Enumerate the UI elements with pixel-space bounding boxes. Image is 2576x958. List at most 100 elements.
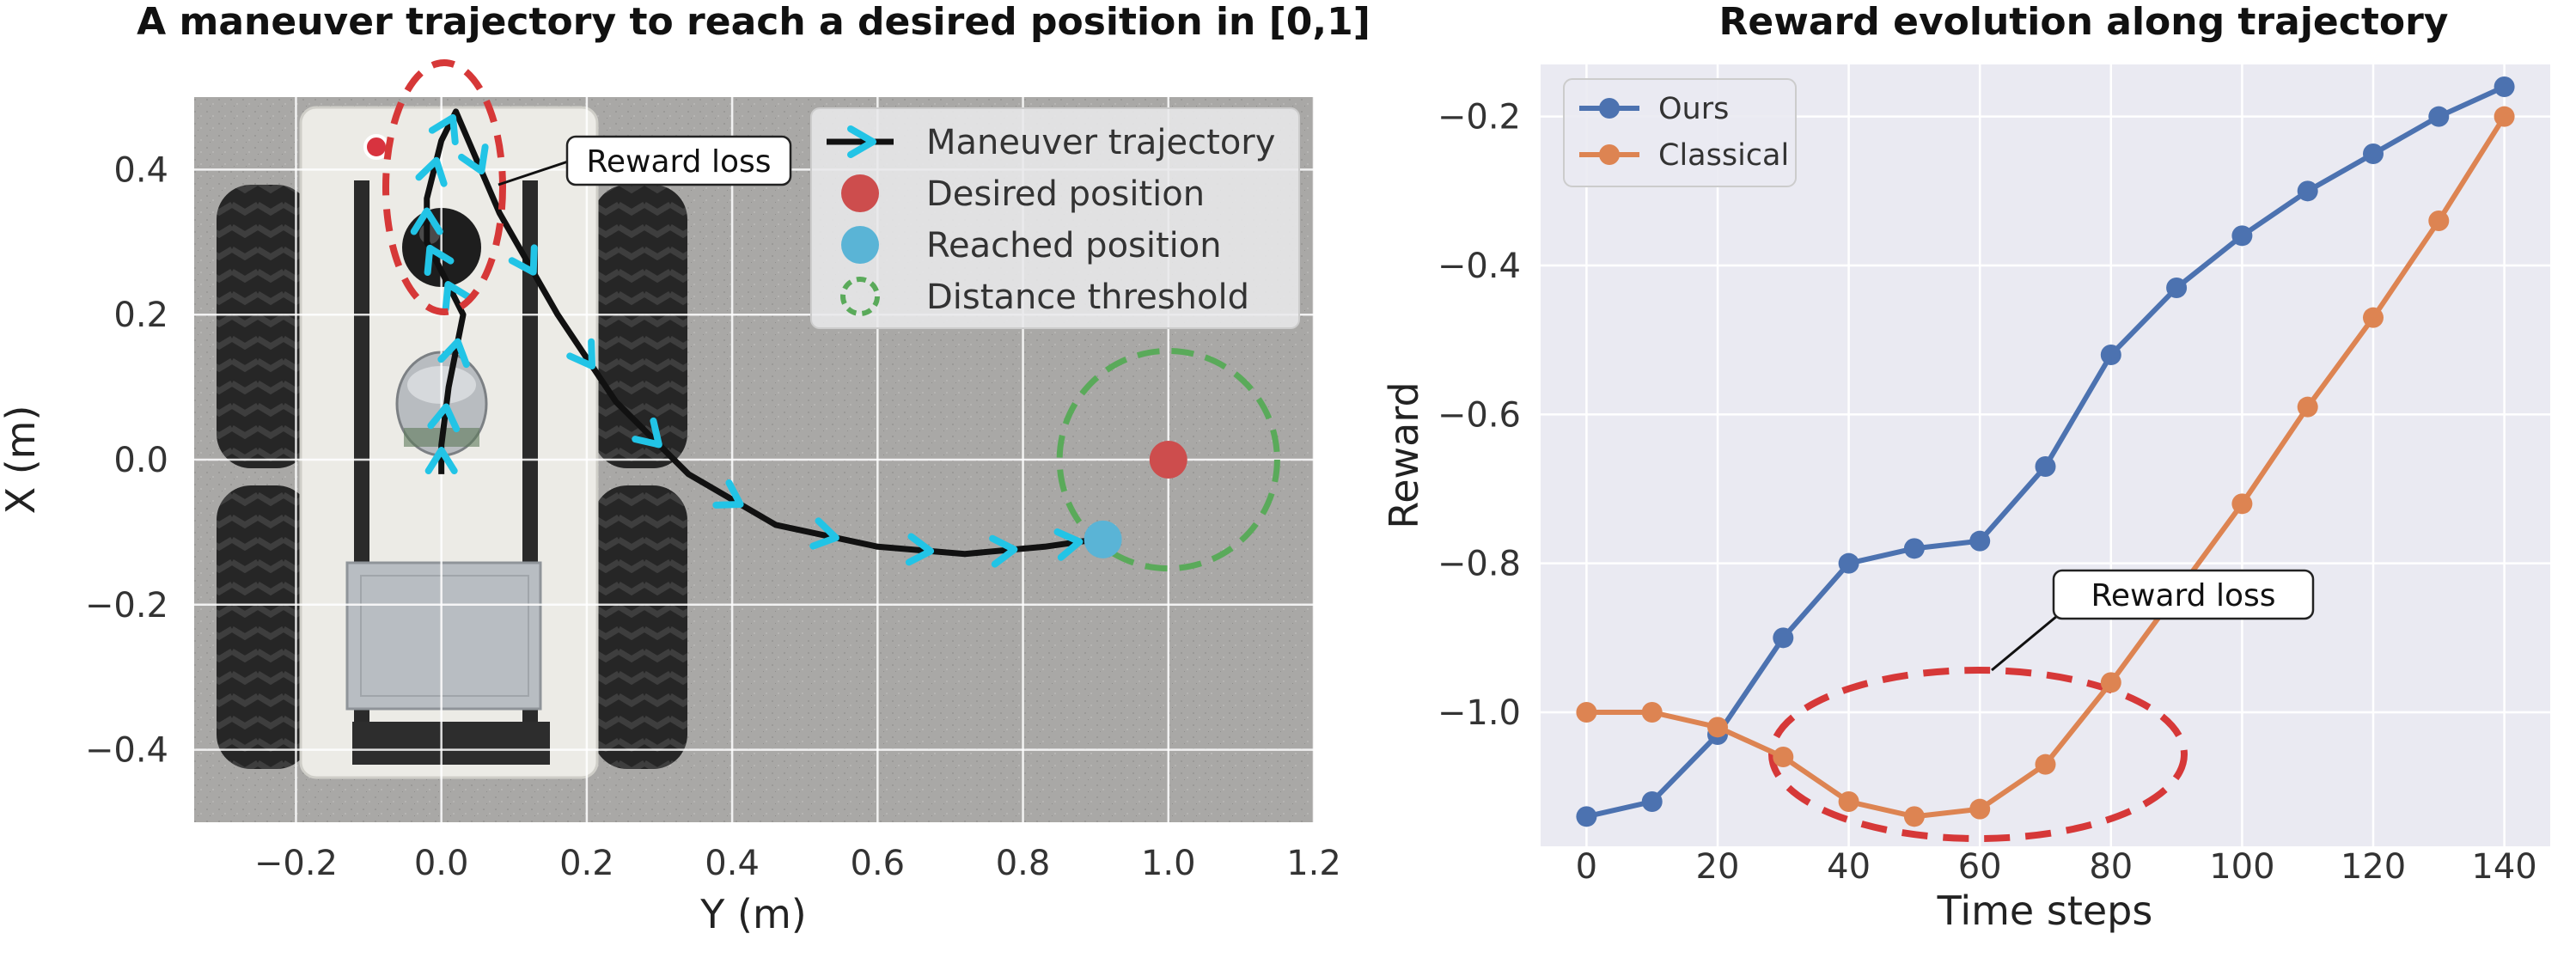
data-point-classical xyxy=(2100,672,2121,693)
data-point-classical xyxy=(2494,106,2515,127)
reward-x-tick-label: 100 xyxy=(2209,847,2274,887)
data-point-ours xyxy=(2494,76,2515,97)
trajectory-arrow-markers xyxy=(410,113,1084,568)
legend-ours-marker xyxy=(1599,98,1620,119)
trajectory-arrow xyxy=(424,244,455,277)
wheel-rear-right xyxy=(593,485,687,769)
legend-ours-label: Ours xyxy=(1658,92,1729,126)
reward-y-tick-label: −0.8 xyxy=(1438,545,1521,584)
data-point-ours xyxy=(2100,345,2121,365)
trajectory-x-tick-label: −0.2 xyxy=(254,844,338,883)
reward-y-label: Reward xyxy=(1381,381,1427,528)
legend-reached-label: Reached position xyxy=(926,226,1222,265)
legend-classical-label: Classical xyxy=(1658,138,1789,173)
data-point-ours xyxy=(1969,530,1991,552)
legend-desired-label: Desired position xyxy=(926,174,1205,214)
reward-y-tick-label: −0.6 xyxy=(1438,395,1521,435)
reward-x-tick-label: 80 xyxy=(2089,847,2133,887)
trajectory-arrow xyxy=(632,417,662,448)
trajectory-arrow xyxy=(508,244,538,276)
reward-x-tick-label: 20 xyxy=(1696,847,1740,887)
metal-plate-inner xyxy=(360,575,529,697)
trajectory-arrow xyxy=(410,207,443,235)
data-point-classical xyxy=(2297,396,2318,418)
reward-x-tick-label: 120 xyxy=(2341,847,2406,887)
data-point-classical xyxy=(1838,791,1859,812)
data-point-ours xyxy=(1576,806,1597,827)
reward-loss-label: Reward loss xyxy=(586,144,771,180)
trajectory-legend-box xyxy=(810,107,1300,329)
wheel-front-left xyxy=(217,185,311,468)
data-point-classical xyxy=(1707,717,1729,738)
reward-legend: Ours Classical xyxy=(1563,78,1797,187)
trajectory-x-tick-label: 1.2 xyxy=(1286,844,1341,883)
trajectory-arrow xyxy=(809,517,839,550)
legend-trajectory-arrow xyxy=(847,125,876,158)
data-point-ours xyxy=(1773,627,1794,649)
trajectory-y-tick-label: 0.2 xyxy=(113,296,168,335)
data-point-ours xyxy=(2166,278,2188,298)
data-point-ours xyxy=(2297,180,2318,202)
trajectory-x-tick-label: 0.4 xyxy=(705,844,760,883)
reward-plot-area xyxy=(1541,64,2550,846)
robot-red-marker xyxy=(363,134,389,160)
data-point-classical xyxy=(1773,747,1794,767)
trajectory-arrow xyxy=(415,156,448,187)
trajectory-x-label: Y (m) xyxy=(699,891,806,937)
legend-classical-marker xyxy=(1599,144,1620,165)
trajectory-arrow xyxy=(458,143,489,175)
trajectory-panel: A maneuver trajectory to reach a desired… xyxy=(0,0,1370,937)
data-point-ours xyxy=(2362,143,2384,164)
wheel-rear-left xyxy=(217,485,311,769)
trajectory-title: A maneuver trajectory to reach a desired… xyxy=(137,0,1370,44)
desired-position-marker xyxy=(1149,441,1187,479)
reward-x-tick-label: 140 xyxy=(2471,847,2536,887)
trajectory-arrow xyxy=(424,447,458,474)
rear-connector-bay xyxy=(352,722,550,765)
trajectory-x-tick-label: 0.6 xyxy=(851,844,906,883)
reward-grid xyxy=(1541,64,2550,846)
data-point-ours xyxy=(1903,538,1925,559)
maneuver-trajectory-line xyxy=(424,108,1096,558)
trajectory-arrow xyxy=(442,281,473,313)
reward-loss-leader-right xyxy=(1991,610,2063,672)
trajectory-y-label: X (m) xyxy=(0,406,44,515)
trajectory-x-tick-label: 1.0 xyxy=(1141,844,1196,883)
data-point-ours xyxy=(2035,456,2056,477)
metal-plate xyxy=(345,561,542,711)
trajectory-arrow xyxy=(427,403,461,433)
data-point-ours xyxy=(2231,225,2253,247)
reward-x-ticks: 0 20 40 60 80 100 120 140 xyxy=(1576,847,2537,887)
reward-x-tick-label: 0 xyxy=(1576,847,1597,887)
trajectory-arrow xyxy=(905,533,935,566)
data-point-classical xyxy=(1641,702,1663,723)
legend-trajectory-label: Maneuver trajectory xyxy=(926,123,1275,162)
data-point-classical xyxy=(1576,702,1597,723)
trajectory-x-tick-label: 0.2 xyxy=(559,844,614,883)
trajectory-x-tick-label: 0.0 xyxy=(414,844,469,883)
reward-loss-ellipse xyxy=(382,59,506,315)
reward-loss-box xyxy=(565,135,792,186)
data-point-classical xyxy=(2231,493,2253,515)
reward-loss-box-right xyxy=(2052,569,2315,620)
trajectory-x-tick-label: 0.8 xyxy=(996,844,1051,883)
trajectory-arrow xyxy=(1053,528,1084,561)
trajectory-arrow xyxy=(437,338,470,369)
distance-threshold-circle xyxy=(1056,347,1280,572)
reward-loss-label-right: Reward loss xyxy=(2091,578,2275,613)
data-point-classical xyxy=(2362,307,2384,328)
reward-title: Reward evolution along trajectory xyxy=(1719,0,2449,44)
data-point-ours xyxy=(1641,791,1663,812)
data-point-classical xyxy=(1969,798,1991,820)
legend-threshold-marker xyxy=(840,277,880,316)
reward-x-tick-label: 60 xyxy=(1958,847,2002,887)
data-point-ours xyxy=(2428,106,2450,127)
trajectory-arrow xyxy=(566,338,596,369)
trajectory-y-tick-label: 0.0 xyxy=(113,441,168,480)
reward-y-tick-label: −0.4 xyxy=(1438,247,1521,286)
legend-threshold-label: Distance threshold xyxy=(926,278,1249,317)
trajectory-arrow xyxy=(712,479,744,509)
trajectory-y-ticks: 0.4 0.2 0.0 −0.2 −0.4 xyxy=(85,150,168,770)
legend-reached-marker xyxy=(841,226,879,264)
legend-desired-marker xyxy=(841,174,879,212)
